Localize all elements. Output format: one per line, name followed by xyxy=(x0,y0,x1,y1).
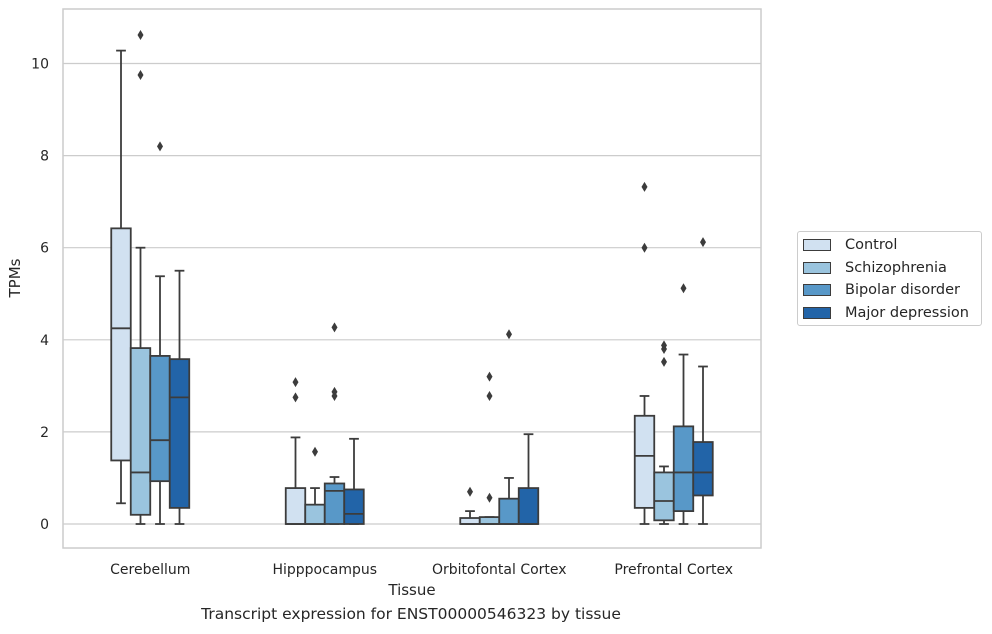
legend-label: Major depression xyxy=(845,304,969,321)
y-axis-label: TPMs xyxy=(6,258,24,298)
box-iqr xyxy=(323,482,346,525)
outlier-point xyxy=(661,356,667,367)
box-iqr xyxy=(653,471,675,522)
outlier-point xyxy=(312,446,318,457)
outlier-point xyxy=(157,141,163,152)
outlier-point xyxy=(486,390,493,401)
y-tick-label: 8 xyxy=(40,149,49,165)
box-iqr xyxy=(129,347,152,516)
box-iqr xyxy=(304,503,326,525)
box-control xyxy=(284,377,307,525)
box-iqr xyxy=(517,487,540,525)
x-tick-label: Orbitofontal Cortex xyxy=(432,562,567,578)
legend-item: Schizophrenia xyxy=(803,258,947,278)
y-tick-label: 2 xyxy=(40,425,49,441)
outlier-point xyxy=(292,377,299,388)
outlier-point xyxy=(641,242,648,253)
legend-swatch xyxy=(803,239,831,251)
box-iqr xyxy=(168,358,191,509)
box-major-depression xyxy=(168,269,191,525)
box-schizophrenia xyxy=(304,446,326,525)
y-tick-label: 4 xyxy=(40,333,49,349)
outlier-point xyxy=(331,386,338,397)
box-iqr xyxy=(633,414,656,509)
chart-title: Transcript expression for ENST0000054632… xyxy=(201,605,621,623)
outlier-point xyxy=(506,329,512,340)
box-bipolar-disorder xyxy=(672,283,695,525)
box-iqr xyxy=(284,487,307,525)
x-tick-label: Prefrontal Cortex xyxy=(614,562,733,578)
box-bipolar-disorder xyxy=(323,322,346,525)
box-control xyxy=(633,181,656,525)
box-iqr xyxy=(149,355,171,483)
legend-swatch xyxy=(803,306,831,319)
legend-label: Control xyxy=(845,237,898,253)
box-major-depression xyxy=(343,437,365,525)
box-iqr xyxy=(478,516,501,525)
legend-item: Control xyxy=(803,235,897,255)
outlier-point xyxy=(137,29,144,40)
x-tick-labels: Cerebellum Hipppocampus Orbitofontal Corte… xyxy=(110,562,733,578)
x-axis-label: Tissue xyxy=(387,581,435,599)
plot-frame xyxy=(62,8,762,549)
outlier-point xyxy=(661,340,667,351)
box-iqr xyxy=(498,497,520,525)
outlier-point xyxy=(486,492,493,503)
legend-item: Major depression xyxy=(803,303,969,323)
x-tick-label: Cerebellum xyxy=(110,562,190,578)
outlier-point xyxy=(467,486,473,497)
outlier-point xyxy=(137,70,144,81)
x-tick-label: Hipppocampus xyxy=(272,562,377,578)
y-tick-label: 6 xyxy=(40,241,49,257)
outlier-point xyxy=(331,322,338,333)
legend-swatch xyxy=(803,261,831,274)
box-iqr xyxy=(343,488,365,525)
box-series xyxy=(110,29,714,525)
outlier-point xyxy=(486,371,493,382)
legend-label: Bipolar disorder xyxy=(845,282,960,298)
outlier-point xyxy=(700,237,706,248)
legend-swatch xyxy=(803,284,831,296)
legend-item: Bipolar disorder xyxy=(803,280,960,300)
y-tick-labels: 0 2 4 6 8 10 xyxy=(31,57,49,534)
y-tick-label: 0 xyxy=(40,517,49,533)
y-tick-label: 10 xyxy=(31,57,49,73)
outlier-point xyxy=(292,392,299,403)
box-control xyxy=(459,486,481,525)
legend: Control Schizophrenia Bipolar disorder Majo… xyxy=(797,231,982,326)
box-iqr xyxy=(692,441,714,497)
box-major-depression xyxy=(517,433,540,525)
box-bipolar-disorder xyxy=(498,329,520,525)
box-iqr xyxy=(672,425,695,513)
box-control xyxy=(110,49,132,505)
box-iqr xyxy=(110,227,132,462)
legend-label: Schizophrenia xyxy=(845,259,947,276)
outlier-point xyxy=(680,283,687,294)
box-major-depression xyxy=(692,237,714,525)
outlier-point xyxy=(641,181,648,192)
